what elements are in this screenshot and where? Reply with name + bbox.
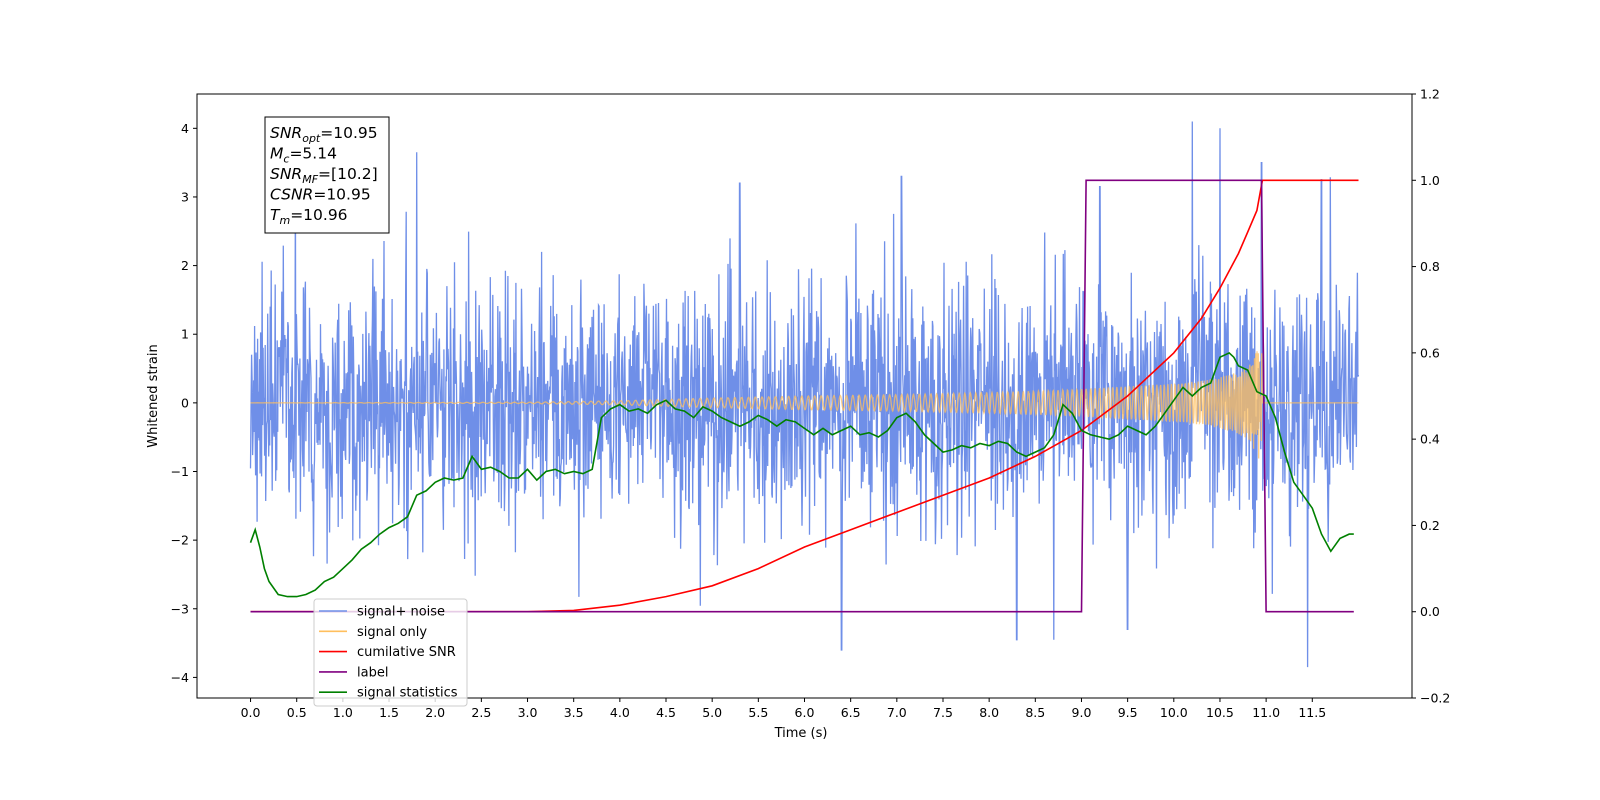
x-tick-label: 1.0	[333, 705, 353, 720]
series-cumilative-snr-line	[250, 179, 1359, 613]
x-tick-label: 10.5	[1206, 705, 1234, 720]
legend-label: signal only	[357, 625, 427, 640]
y-right-tick-label: 0.2	[1420, 518, 1440, 533]
legend-frame	[313, 598, 468, 707]
y-left-tick-label: 4	[181, 121, 189, 136]
info-box-line: SNRMF=[10.2]	[270, 165, 378, 186]
info-box-value: =[10.2]	[318, 165, 378, 183]
info-box-line: Tm=10.96	[270, 206, 348, 227]
info-box-frame	[264, 116, 390, 234]
x-axis-ticks: 0.0 0.5 1.0 1.5 2.0 2.5 3.0 3.5 4.0 4.5 5.0 5.5 6.0 6…	[241, 698, 1326, 720]
info-box-subscript: opt	[302, 132, 321, 145]
x-tick-label: 0.5	[287, 705, 307, 720]
info-box-line: SNRopt=10.95	[270, 124, 378, 145]
x-tick-label: 11.0	[1252, 705, 1280, 720]
info-box-symbol: M	[270, 145, 283, 163]
info-box-value: =10.96	[290, 206, 347, 224]
x-tick-label: 10.0	[1160, 705, 1188, 720]
y-left-tick-label: −3	[171, 601, 189, 616]
info-box-value: =10.95	[320, 124, 377, 142]
x-tick-label: 7.5	[933, 705, 953, 720]
x-tick-label: 11.5	[1298, 705, 1326, 720]
info-box: SNRopt=10.95Mc=5.14SNRMF=[10.2]CSNR=10.9…	[264, 116, 390, 234]
info-box-subscript: m	[279, 214, 290, 227]
y-right-tick-label: 1.0	[1420, 173, 1440, 188]
y-axis-right-ticks: 1.2 1.0 0.8 0.6 0.4 0.2 0.0 −0.2	[1412, 87, 1450, 706]
y-left-tick-label: −1	[171, 464, 189, 479]
x-tick-label: 6.0	[795, 705, 815, 720]
x-tick-label: 0.0	[241, 705, 261, 720]
info-box-symbol: SNR	[270, 124, 302, 142]
legend-label: signal+ noise	[357, 605, 445, 620]
x-tick-label: 4.0	[610, 705, 630, 720]
y-axis-left-ticks: 4 3 2 1 0 −1 −2 −3 −4	[171, 121, 197, 685]
info-box-symbol: SNR	[270, 165, 302, 183]
x-tick-label: 7.0	[887, 705, 907, 720]
x-tick-label: 1.5	[379, 705, 399, 720]
info-box-value: =5.14	[289, 145, 337, 163]
x-tick-label: 3.0	[518, 705, 538, 720]
y-left-tick-label: 3	[181, 189, 189, 204]
x-tick-label: 6.5	[841, 705, 861, 720]
info-box-subscript: MF	[302, 173, 318, 186]
series-label-line	[250, 179, 1354, 613]
y-right-tick-label: 0.8	[1420, 259, 1440, 274]
x-tick-label: 3.5	[564, 705, 584, 720]
y-left-tick-label: −4	[171, 670, 189, 685]
x-axis-label: Time (s)	[774, 726, 828, 741]
info-box-line: CSNR=10.95	[270, 186, 371, 204]
x-tick-label: 2.5	[471, 705, 491, 720]
y-right-tick-label: 0.0	[1420, 604, 1440, 619]
y-axis-label: Whitened strain	[146, 344, 161, 447]
series-layer	[249, 121, 1360, 668]
y-left-tick-label: 1	[181, 327, 189, 342]
y-right-tick-label: 0.6	[1420, 345, 1440, 360]
info-box-subscript: c	[283, 153, 289, 166]
x-tick-label: 4.5	[656, 705, 676, 720]
info-box-value: =10.95	[313, 186, 370, 204]
x-tick-label: 9.0	[1072, 705, 1092, 720]
info-box-symbol: T	[270, 206, 281, 224]
x-tick-label: 2.0	[425, 705, 445, 720]
y-left-tick-label: 0	[181, 395, 189, 410]
y-right-tick-label: −0.2	[1420, 691, 1450, 706]
x-tick-label: 8.0	[979, 705, 999, 720]
series-signal-statistics-line	[249, 351, 1354, 598]
series-signal-only-line	[250, 351, 1359, 459]
x-tick-label: 8.5	[1025, 705, 1045, 720]
y-left-tick-label: 2	[181, 258, 189, 273]
x-tick-label: 5.0	[702, 705, 722, 720]
series-signal-noise-line	[249, 121, 1360, 668]
legend-label: label	[357, 665, 388, 680]
legend-label: signal statistics	[357, 686, 458, 701]
x-tick-label: 5.5	[748, 705, 768, 720]
y-right-tick-label: 1.2	[1420, 87, 1440, 102]
info-box-symbol: CSNR	[270, 186, 313, 204]
y-right-tick-label: 0.4	[1420, 432, 1440, 447]
legend: signal+ noise signal only cumilative SNR la…	[313, 598, 468, 707]
x-tick-label: 9.5	[1118, 705, 1138, 720]
info-box-line: Mc=5.14	[270, 145, 337, 166]
legend-label: cumilative SNR	[357, 645, 456, 660]
y-left-tick-label: −2	[171, 533, 189, 548]
